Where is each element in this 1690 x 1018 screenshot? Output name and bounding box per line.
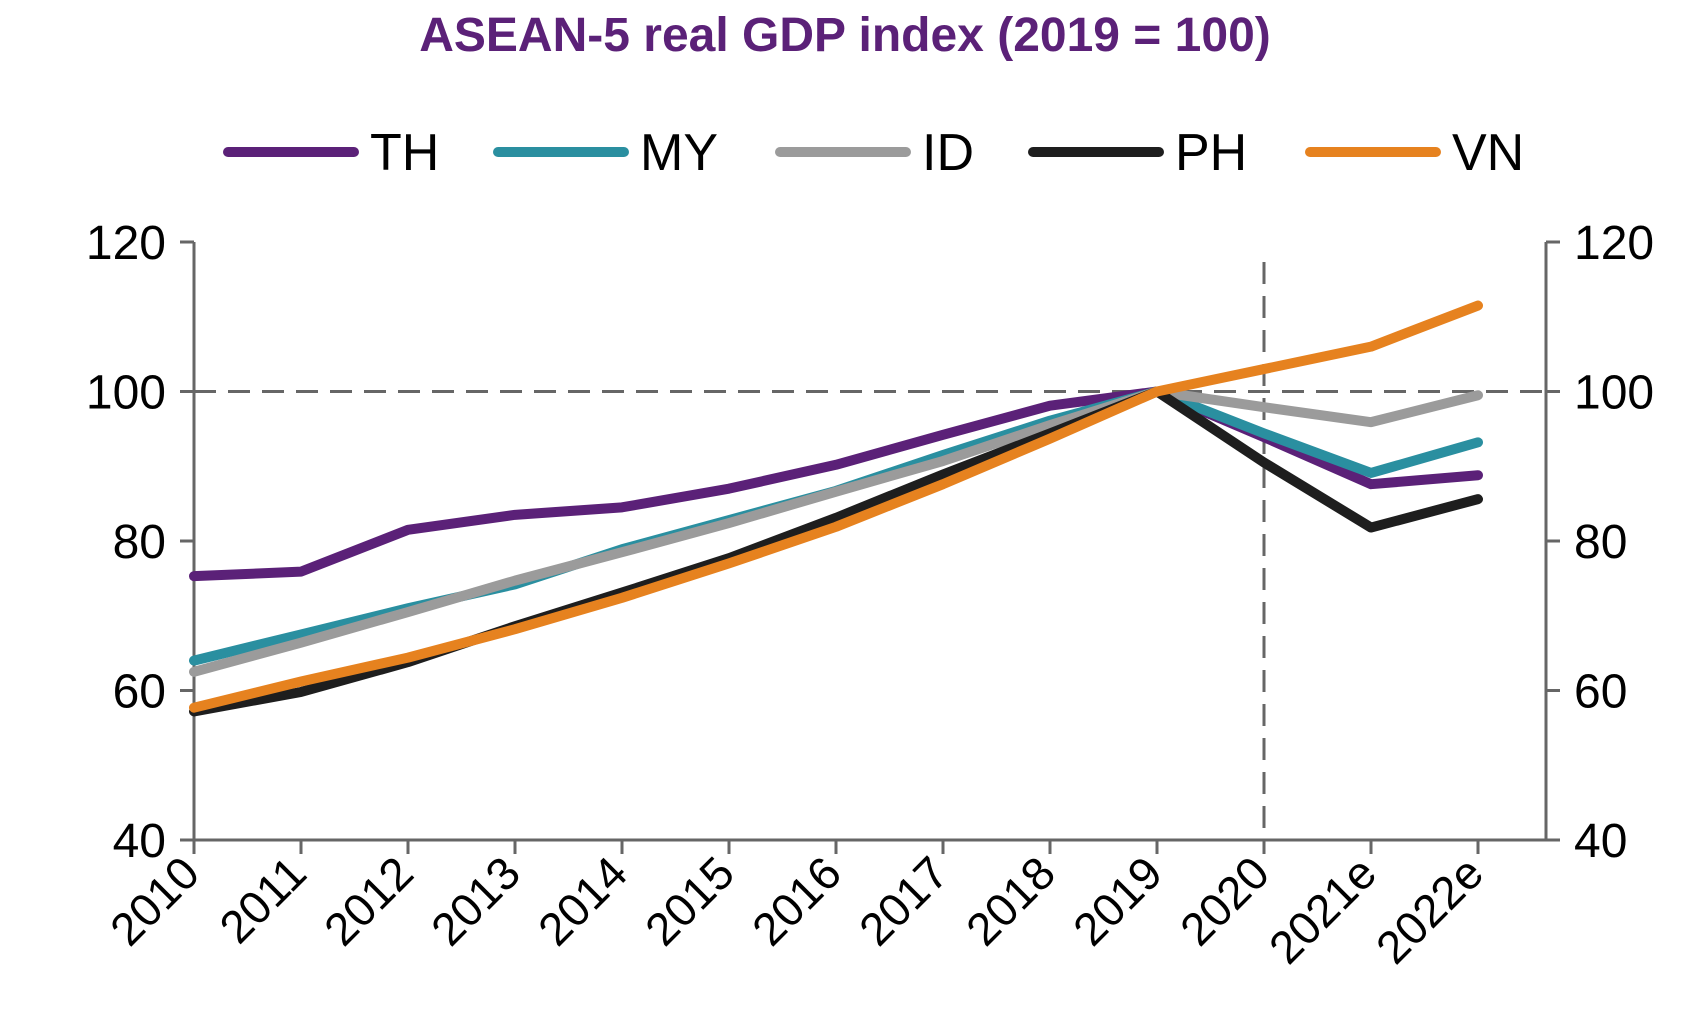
x-tick-label: 2017 <box>849 846 958 955</box>
x-tick-label: 2011 <box>209 846 316 953</box>
x-tick-label: 2016 <box>742 846 851 955</box>
x-tick-label: 2014 <box>528 846 637 955</box>
x-tick-label: 2015 <box>635 846 744 955</box>
series-line-id <box>189 386 1483 677</box>
legend-label-id: ID <box>922 124 974 182</box>
y-tick-label-left: 60 <box>113 666 166 719</box>
series-line-th <box>189 386 1483 582</box>
x-tick-label: 2019 <box>1063 846 1172 955</box>
x-tick-label: 2012 <box>314 846 423 955</box>
y-tick-label-right: 80 <box>1574 516 1627 569</box>
y-tick-label-right: 120 <box>1574 217 1654 270</box>
y-tick-label-left: 40 <box>113 815 166 868</box>
series-line-vn <box>189 300 1483 713</box>
x-tick-label: 2018 <box>956 846 1065 955</box>
legend-label-th: TH <box>370 124 439 182</box>
x-tick-label: 2021e <box>1259 846 1386 973</box>
chart-title: ASEAN-5 real GDP index (2019 = 100) <box>419 9 1271 62</box>
x-tick-label: 2022e <box>1366 846 1493 973</box>
legend-label-ph: PH <box>1175 124 1247 182</box>
y-tick-label-right: 60 <box>1574 666 1627 719</box>
y-tick-label-right: 40 <box>1574 815 1627 868</box>
y-tick-label-left: 80 <box>113 516 166 569</box>
legend-label-my: MY <box>640 124 718 182</box>
y-tick-label-left: 100 <box>86 367 166 420</box>
x-tick-label: 2013 <box>421 846 530 955</box>
y-tick-label-left: 120 <box>86 217 166 270</box>
legend-label-vn: VN <box>1452 124 1524 182</box>
y-tick-label-right: 100 <box>1574 367 1654 420</box>
